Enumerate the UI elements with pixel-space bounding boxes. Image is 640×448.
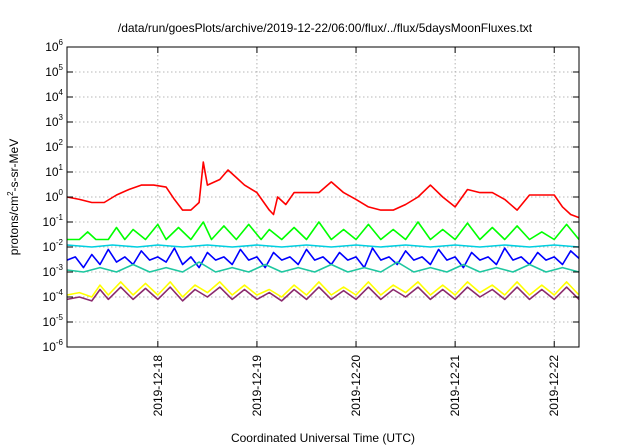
series-line-7 <box>66 286 580 302</box>
y-tick-label: 103 <box>45 113 63 129</box>
y-tick-label: 10-4 <box>43 288 64 304</box>
x-tick-label: 2019-12-20 <box>349 355 363 417</box>
y-tick-labels: 10-6 10-5 10-4 10-3 10-2 10-1 100 101 102 103 104 1… <box>43 38 64 354</box>
y-axis-title-sup: 2 <box>6 191 15 196</box>
series-line-5 <box>66 261 580 273</box>
series-layer <box>66 161 580 302</box>
y-tick-label: 106 <box>45 38 63 54</box>
y-tick-label: 104 <box>45 88 63 104</box>
y-tick-label: 10-3 <box>43 263 64 279</box>
x-axis-title: Coordinated Universal Time (UTC) <box>231 431 415 445</box>
series-line-1 <box>66 161 580 219</box>
y-axis-title: protons/cm2-s-sr-MeV <box>6 139 21 255</box>
y-tick-label: 10-1 <box>43 213 64 229</box>
series-line-2 <box>67 221 580 241</box>
y-axis-title-base: protons/cm <box>7 196 21 255</box>
y-tick-label: 10-2 <box>43 238 64 254</box>
y-axis-title-rest: -s-sr-MeV <box>7 139 21 192</box>
x-tick-label: 2019-12-19 <box>250 355 264 417</box>
x-tick-label: 2019-12-18 <box>151 355 165 417</box>
y-tick-label: 10-6 <box>43 338 64 354</box>
ticks <box>67 46 579 348</box>
grid <box>67 47 579 347</box>
series-line-6 <box>66 281 580 298</box>
y-tick-label: 100 <box>45 188 63 204</box>
chart-title: /data/run/goesPlots/archive/2019-12-22/0… <box>118 21 533 35</box>
y-tick-label: 102 <box>45 138 63 154</box>
series-line-3 <box>66 244 580 248</box>
x-tick-label: 2019-12-22 <box>547 355 561 417</box>
y-tick-label: 105 <box>45 63 63 79</box>
y-tick-label: 10-5 <box>43 313 64 329</box>
y-tick-label: 101 <box>45 163 63 179</box>
series-line-4 <box>66 247 580 269</box>
x-tick-labels: 2019-12-18 2019-12-19 2019-12-20 2019-12-21… <box>151 355 561 417</box>
x-tick-label: 2019-12-21 <box>448 355 462 417</box>
